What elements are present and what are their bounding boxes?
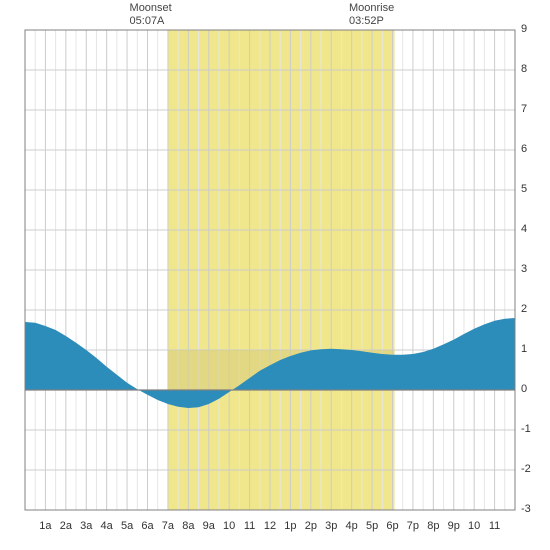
y-tick-label: -3 <box>521 503 541 515</box>
x-tick-label: 8p <box>427 520 439 532</box>
x-tick-label: 11 <box>244 520 255 532</box>
y-tick-label: 8 <box>521 63 541 75</box>
x-tick-label: 1p <box>284 520 296 532</box>
x-tick-label: 9a <box>203 520 215 532</box>
tide-chart: Moonset 05:07A Moonrise 03:52P -3-2-1012… <box>0 0 550 550</box>
y-tick-label: -2 <box>521 463 541 475</box>
x-tick-label: 5p <box>366 520 378 532</box>
x-tick-label: 9p <box>448 520 460 532</box>
x-tick-label: 6a <box>141 520 153 532</box>
y-tick-label: 2 <box>521 303 541 315</box>
x-tick-label: 7p <box>407 520 419 532</box>
y-tick-label: -1 <box>521 423 541 435</box>
x-tick-label: 6p <box>386 520 398 532</box>
moonset-time: 05:07A <box>130 15 172 28</box>
x-tick-label: 5a <box>121 520 133 532</box>
y-tick-label: 5 <box>521 183 541 195</box>
x-tick-label: 3a <box>80 520 92 532</box>
x-tick-label: 4a <box>101 520 113 532</box>
x-tick-label: 11 <box>489 520 500 532</box>
chart-canvas <box>0 0 550 550</box>
y-tick-label: 6 <box>521 143 541 155</box>
moonset-label: Moonset <box>130 2 172 15</box>
x-tick-label: 2p <box>305 520 317 532</box>
y-tick-label: 4 <box>521 223 541 235</box>
moonrise-time: 03:52P <box>349 15 394 28</box>
y-tick-label: 9 <box>521 23 541 35</box>
y-tick-label: 3 <box>521 263 541 275</box>
x-tick-label: 8a <box>182 520 194 532</box>
moonset-annotation: Moonset 05:07A <box>130 2 172 28</box>
x-tick-label: 12 <box>264 520 276 532</box>
x-tick-label: 1a <box>39 520 51 532</box>
x-tick-label: 3p <box>325 520 337 532</box>
moonrise-annotation: Moonrise 03:52P <box>349 2 394 28</box>
x-tick-label: 7a <box>162 520 174 532</box>
x-tick-label: 4p <box>346 520 358 532</box>
moonrise-label: Moonrise <box>349 2 394 15</box>
y-tick-label: 7 <box>521 103 541 115</box>
y-tick-label: 0 <box>521 383 541 395</box>
x-tick-label: 2a <box>60 520 72 532</box>
x-tick-label: 10 <box>468 520 480 532</box>
x-tick-label: 10 <box>223 520 235 532</box>
y-tick-label: 1 <box>521 343 541 355</box>
